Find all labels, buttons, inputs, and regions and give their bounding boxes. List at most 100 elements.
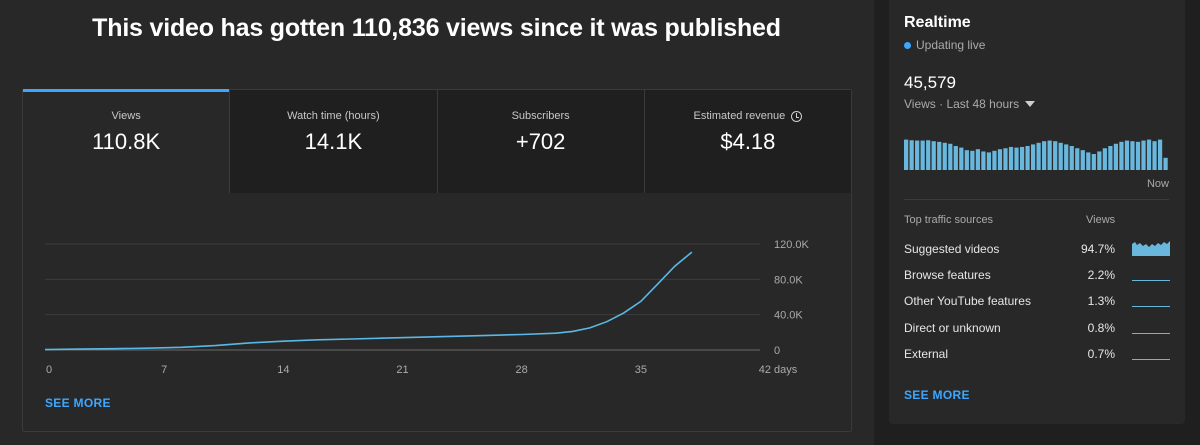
realtime-bar <box>1102 148 1107 170</box>
traffic-source-name: Direct or unknown <box>904 321 1001 335</box>
realtime-bar <box>1036 142 1041 170</box>
realtime-bar <box>1064 144 1069 170</box>
clock-icon[interactable] <box>791 110 803 122</box>
realtime-bar-chart <box>904 139 1168 170</box>
realtime-bar <box>1097 151 1102 170</box>
traffic-source-pct: 0.8% <box>1087 321 1115 335</box>
x-tick-label: 28 <box>516 364 528 376</box>
x-tick-label: 14 <box>277 364 289 376</box>
realtime-bar <box>937 141 942 170</box>
views-chart-svg: 0 40.0K 80.0K 120.0K 0 7 14 21 28 35 42 days <box>44 239 810 376</box>
sparkline <box>1132 306 1170 307</box>
realtime-bar <box>1047 140 1052 170</box>
traffic-source-pct: 2.2% <box>1087 268 1115 282</box>
realtime-bar <box>964 150 969 170</box>
see-more-button[interactable]: SEE MORE <box>45 396 111 410</box>
tab-watch-time-label: Watch time (hours) <box>287 110 380 122</box>
tab-subscribers[interactable]: Subscribers +702 <box>436 90 644 193</box>
realtime-bar <box>1014 147 1019 170</box>
realtime-bar <box>1042 141 1047 170</box>
realtime-bar <box>1130 141 1135 170</box>
views-chart: 0 40.0K 80.0K 120.0K 0 7 14 21 28 35 42 days <box>23 193 853 433</box>
realtime-bar <box>1019 146 1025 170</box>
realtime-bar <box>1113 143 1119 170</box>
realtime-bar <box>1030 144 1036 170</box>
views-series-line <box>44 251 693 351</box>
realtime-bar <box>1080 150 1085 170</box>
period-dropdown[interactable]: Views · Last 48 hours <box>904 97 1036 111</box>
sparkline <box>1132 359 1170 360</box>
realtime-bar <box>915 140 920 170</box>
realtime-bar <box>942 142 947 170</box>
realtime-bar <box>1053 141 1058 170</box>
tab-revenue-label: Estimated revenue <box>693 110 786 122</box>
traffic-row: Browse features 2.2% <box>904 268 1170 288</box>
x-tick-label: 35 <box>635 364 647 376</box>
realtime-bar <box>1069 146 1074 170</box>
traffic-source-name: Other YouTube features <box>904 294 1031 308</box>
realtime-bar <box>975 149 980 170</box>
tab-subscribers-value: +702 <box>515 129 566 154</box>
traffic-source-pct: 0.7% <box>1087 347 1115 361</box>
now-label: Now <box>1146 178 1169 190</box>
tab-watch-time[interactable]: Watch time (hours) 14.1K <box>229 90 437 193</box>
tab-subscribers-label: Subscribers <box>511 110 570 122</box>
traffic-row: Other YouTube features 1.3% <box>904 294 1170 314</box>
divider <box>904 199 1169 200</box>
realtime-bar <box>1124 140 1130 170</box>
realtime-bar <box>920 140 925 170</box>
realtime-bar <box>909 140 914 170</box>
realtime-bar <box>931 141 936 170</box>
metric-tabs: Views 110.8K Watch time (hours) 14.1K Su… <box>23 89 851 193</box>
headline: This video has gotten 110,836 views sinc… <box>92 14 781 42</box>
realtime-count: 45,579 <box>904 73 956 92</box>
realtime-bar <box>948 143 953 170</box>
tab-views[interactable]: Views 110.8K <box>23 89 230 193</box>
realtime-bar <box>1058 142 1063 170</box>
traffic-sources-header: Top traffic sources Views <box>904 214 1169 226</box>
traffic-source-name: External <box>904 347 949 361</box>
period-label: Views · Last 48 hours <box>904 97 1020 111</box>
realtime-bar <box>981 151 986 170</box>
tab-views-label: Views <box>111 110 141 122</box>
realtime-bar <box>1163 157 1168 170</box>
realtime-bar <box>1152 141 1157 170</box>
realtime-bar <box>1141 140 1146 170</box>
realtime-bar <box>959 147 964 170</box>
realtime-bar <box>1146 139 1152 170</box>
realtime-bar <box>992 150 997 170</box>
realtime-card: Realtime Updating live 45,579 Views · La… <box>889 0 1185 424</box>
y-tick-label: 0 <box>774 345 780 357</box>
sparkline <box>1132 333 1170 334</box>
realtime-bar <box>986 152 992 170</box>
tab-watch-time-value: 14.1K <box>304 129 363 154</box>
realtime-bar <box>1135 141 1141 170</box>
realtime-bar <box>970 150 975 170</box>
tab-views-value: 110.8K <box>92 129 161 154</box>
caret-down-icon <box>1025 101 1036 107</box>
side-panel: Realtime Updating live 45,579 Views · La… <box>874 0 1200 445</box>
realtime-bar <box>904 139 909 170</box>
realtime-bar <box>1086 152 1091 170</box>
traffic-source-name: Suggested videos <box>904 242 1000 256</box>
y-tick-label: 80.0K <box>774 274 803 286</box>
realtime-bar <box>1091 154 1096 170</box>
live-status: Updating live <box>904 38 985 52</box>
traffic-views-header: Views <box>1086 214 1116 226</box>
realtime-bar <box>1075 148 1080 170</box>
traffic-row: Direct or unknown 0.8% <box>904 321 1170 341</box>
sparkline <box>1132 241 1170 256</box>
tab-estimated-revenue[interactable]: Estimated revenue $4.18 <box>643 90 851 193</box>
traffic-source-pct: 1.3% <box>1087 294 1115 308</box>
y-tick-label: 120.0K <box>774 239 810 251</box>
realtime-bar <box>997 149 1003 170</box>
live-status-text: Updating live <box>916 38 986 52</box>
x-tick-label: 7 <box>161 364 167 376</box>
see-more-traffic-button[interactable]: SEE MORE <box>904 388 970 402</box>
traffic-sources-title: Top traffic sources <box>904 214 994 226</box>
x-tick-label: 0 <box>46 364 52 376</box>
realtime-bar <box>1003 148 1008 170</box>
traffic-source-name: Browse features <box>904 268 991 282</box>
realtime-title: Realtime <box>904 14 971 31</box>
tab-revenue-value: $4.18 <box>720 129 776 154</box>
